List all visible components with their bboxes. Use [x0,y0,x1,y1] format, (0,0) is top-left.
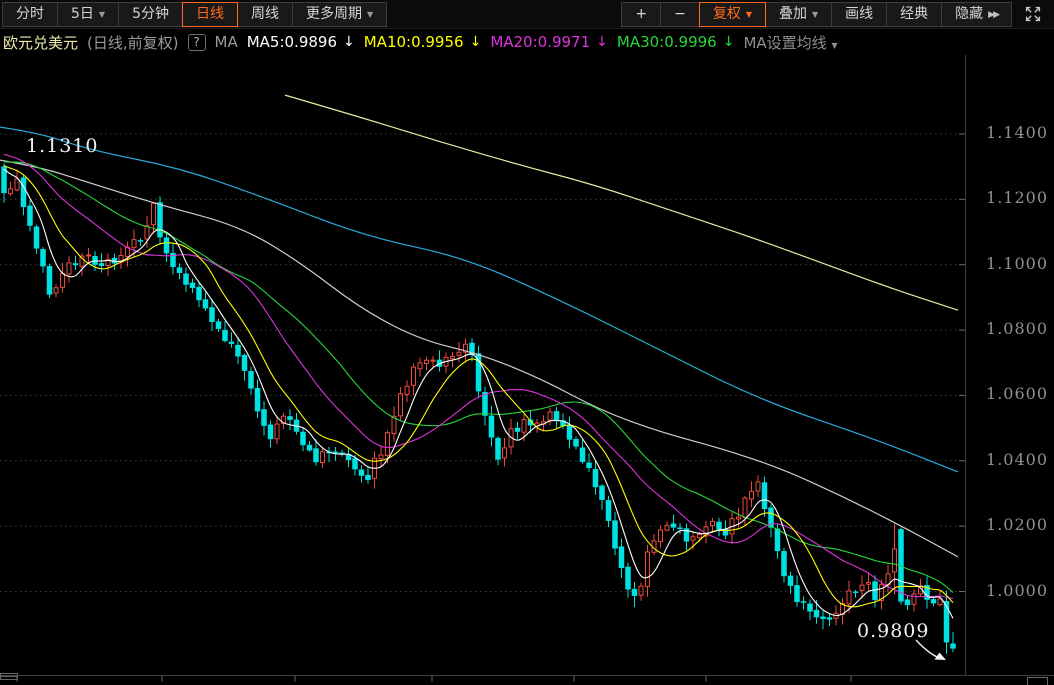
tab-5min[interactable]: 5分钟 [118,1,183,27]
period-tabs: 分时 5日 ▼ 5分钟 日线 周线 更多周期 ▼ [2,1,388,27]
tab-label: 周线 [251,6,279,22]
classic-button[interactable]: 经典 [886,1,943,27]
tab-minute[interactable]: 分时 [2,1,58,27]
y-axis-label: 1.0600 [986,384,1048,404]
tab-label: 分时 [16,6,44,22]
chevron-down-icon: ▼ [745,10,752,19]
y-axis-label: 1.0800 [986,319,1048,339]
chart-canvas [0,55,1054,685]
legend-bar: 欧元兑美元 (日线,前复权) ? MA MA5:0.9896 ↓ MA10:0.9… [0,29,1054,55]
button-label: 叠加 [779,6,807,22]
chevron-down-icon: ▼ [98,10,106,19]
tab-label: 日线 [196,6,224,22]
down-arrow-icon: ↓ [596,34,608,50]
down-arrow-icon: ↓ [343,34,355,50]
button-label: 隐藏 [955,6,984,22]
toolbar-actions: + − 复权 ▼ 叠加 ▼ 画线 经典 隐藏 ▶▶ [621,1,1046,27]
tab-weekly[interactable]: 周线 [237,1,293,27]
low-price-annotation: 0.9809 [857,620,930,642]
ma5-value: MA5:0.9896 [246,33,337,51]
tab-daily[interactable]: 日线 [182,1,238,27]
button-label: 复权 [712,6,741,22]
toolbar: 分时 5日 ▼ 5分钟 日线 周线 更多周期 ▼ + − 复权 ▼ 叠加 ▼ 画线 经典… [0,0,1054,29]
help-icon[interactable]: ? [187,33,206,51]
high-price-annotation: 1.1310 [26,135,99,157]
button-label: 画线 [845,6,874,22]
down-arrow-icon: ↓ [722,34,735,50]
ma20-value: MA20:0.9971 [490,33,591,51]
y-axis-label: 1.0200 [986,515,1048,535]
tab-label: 更多周期 [306,6,362,22]
zoom-in-button[interactable]: + [621,1,662,27]
indicator-group-label: MA [214,33,238,51]
zoom-out-button[interactable]: − [660,1,700,27]
y-axis-label: 1.1000 [986,253,1048,273]
minus-icon: − [674,6,686,22]
y-axis-label: 1.0000 [986,580,1048,600]
plus-icon: + [635,6,648,22]
ma5-legend: MA5:0.9896 ↓ [247,33,355,51]
ma30-legend: MA30:0.9996 ↓ [617,33,735,51]
draw-line-button[interactable]: 画线 [831,1,888,27]
button-label: 经典 [900,6,929,22]
chevron-down-icon: ▼ [812,10,819,19]
double-arrow-right-icon: ▶▶ [988,9,1000,20]
tab-5day[interactable]: 5日 ▼ [57,1,120,27]
chevron-down-icon: ▼ [367,10,374,19]
tab-more-periods[interactable]: 更多周期 ▼ [292,1,388,27]
ma10-legend: MA10:0.9956 ↓ [364,33,482,51]
adjust-button[interactable]: 复权 ▼ [698,1,766,27]
tab-label: 5分钟 [132,6,169,22]
fullscreen-button[interactable] [1020,2,1046,27]
candlestick-chart[interactable]: 1.1400 1.1200 1.1000 1.0800 1.0600 1.0400 1.02… [0,55,1054,685]
hide-button[interactable]: 隐藏 ▶▶ [941,1,1012,27]
period-adjust-label: (日线,前复权) [87,33,179,52]
y-axis-label: 1.1200 [986,188,1048,208]
ma10-value: MA10:0.9956 [363,33,464,51]
instrument-title: 欧元兑美元 [3,33,79,52]
y-axis-label: 1.0400 [986,449,1048,469]
down-arrow-icon: ↓ [469,34,482,50]
expand-arrows-icon [1025,6,1041,22]
y-axis-label: 1.1400 [986,123,1048,142]
ma-settings-label: MA设置均线 [743,33,827,52]
ma20-legend: MA20:0.9971 ↓ [490,33,608,51]
tab-label: 5日 [71,6,94,22]
ma30-value: MA30:0.9996 [616,33,717,51]
chevron-down-icon: ▼ [831,40,838,50]
overlay-button[interactable]: 叠加 ▼ [765,1,833,27]
ma-settings-button[interactable]: MA设置均线 ▼ [743,32,837,53]
